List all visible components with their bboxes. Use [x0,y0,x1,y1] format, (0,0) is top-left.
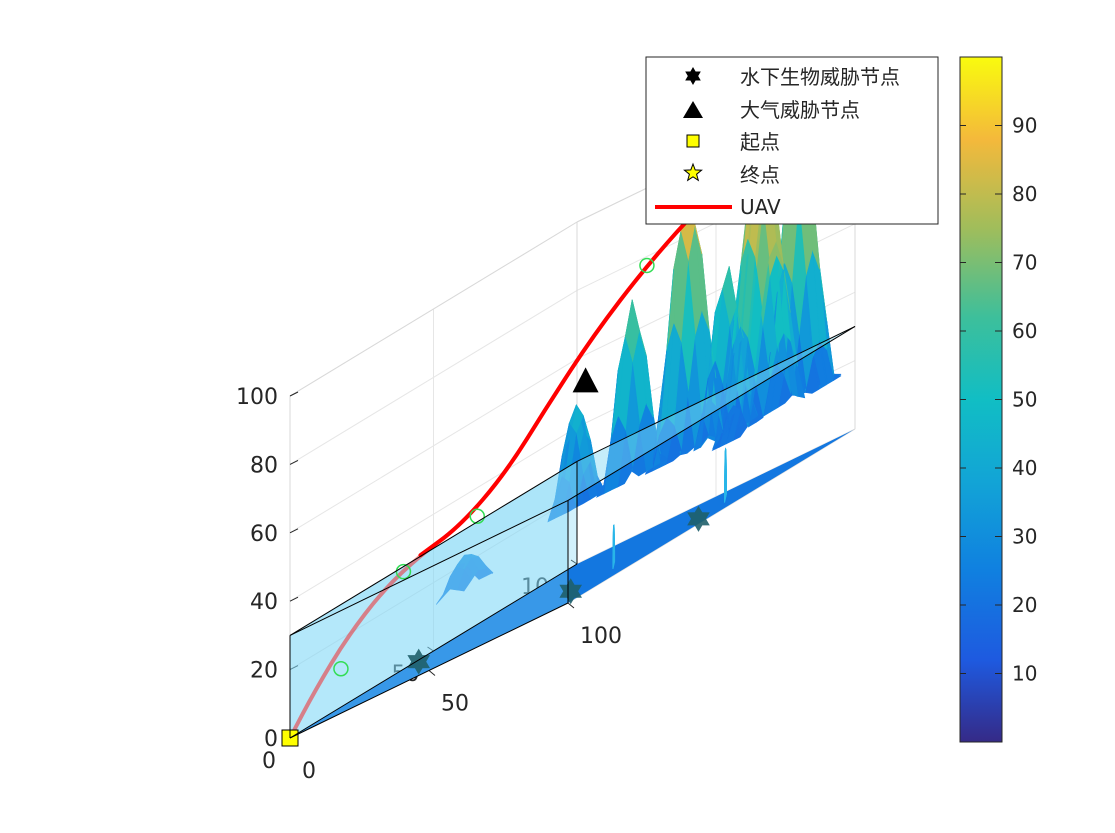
legend-label: 终点 [740,163,780,187]
waypoint-marker [333,661,349,677]
underwater-threat-marker [687,505,710,532]
colorbar-tick-label: 50 [1012,388,1037,412]
y-tick-label: 0 [262,749,276,774]
underwater-threat-marker [407,648,430,675]
colorbar-tick-label: 40 [1012,456,1037,480]
water-top [290,326,855,636]
star-icon [683,162,703,182]
x-tick-label: 50 [441,692,469,717]
colorbar-tick-label: 20 [1012,593,1037,617]
colorbar-tick-label: 70 [1012,251,1037,275]
x-tick [567,602,575,609]
terrain-cell [547,476,563,523]
threat-nodes [407,367,710,675]
y-tick [427,646,434,652]
box-front-edge [567,325,856,501]
z-tick-label: 60 [250,522,278,547]
legend-item-underwater-threat: 水下生物威胁节点 [685,65,900,89]
box-front-edge [576,325,856,462]
terrain-cell [711,416,727,452]
z-tick-label: 100 [236,385,278,410]
legend-label: UAV [740,195,781,219]
x-tick [428,670,436,676]
colorbar-tick-label: 10 [1012,662,1037,686]
terrain-cell [693,378,709,452]
legend-item-start: 起点 [686,130,780,154]
legend-item-air-threat: 大气威胁节点 [683,98,860,122]
waypoint-marker [395,563,412,580]
z-tick [289,596,299,602]
z-tick [289,665,299,671]
colorbar-tick-label: 90 [1012,114,1037,138]
box-front-edge [289,460,578,636]
legend-label: 大气威胁节点 [740,98,860,122]
box-front-edge [289,563,578,739]
air-threat-marker [572,367,599,393]
waypoint-marker [639,257,655,274]
square-icon [686,134,700,148]
box-edge [289,221,578,397]
legend: 水下生物威胁节点 大气威胁节点 起点 终点 UAV [645,56,939,225]
colorbar-ticks: 10 20 30 40 50 60 70 80 90 [960,114,1037,686]
z-tick [289,528,299,534]
legend-item-goal: 终点 [683,162,780,187]
hexagram-icon [685,67,701,85]
threat-dome [612,524,616,570]
terrain-cell [435,576,451,605]
terrain-surface [435,124,842,605]
z-tick-label: 20 [250,659,278,684]
legend-item-uav: UAV [655,195,781,219]
x-tick-label: 100 [580,624,622,649]
z-tick-label: 80 [250,453,278,478]
colorbar-tick-label: 80 [1012,182,1037,206]
legend-label: 起点 [740,130,780,154]
triangle-icon [683,101,703,118]
colorbar: 10 20 30 40 50 60 70 80 90 [959,56,1037,743]
x-tick-label: 0 [302,759,316,784]
colorbar-tick-label: 30 [1012,525,1037,549]
z-axis: 0 20 40 60 80 100 [236,385,299,752]
legend-label: 水下生物威胁节点 [740,65,900,89]
z-tick [289,391,299,397]
colorbar-tick-label: 60 [1012,319,1037,343]
terrain-cell [644,436,660,475]
threat-dome [724,447,727,503]
box-front-edge [289,602,569,739]
box-front-edge [289,499,569,636]
z-tick [289,459,299,465]
underwater-threat-marker [559,578,582,605]
threat-domes [612,447,727,570]
axes-front-edges [289,325,856,739]
dome-meridian [724,448,726,503]
dome-meridian [612,525,615,569]
z-tick-label: 0 [264,727,278,752]
waypoint-marker [469,508,486,524]
z-tick-label: 40 [250,590,278,615]
water-side-right [290,500,568,738]
y-tick [570,559,578,565]
